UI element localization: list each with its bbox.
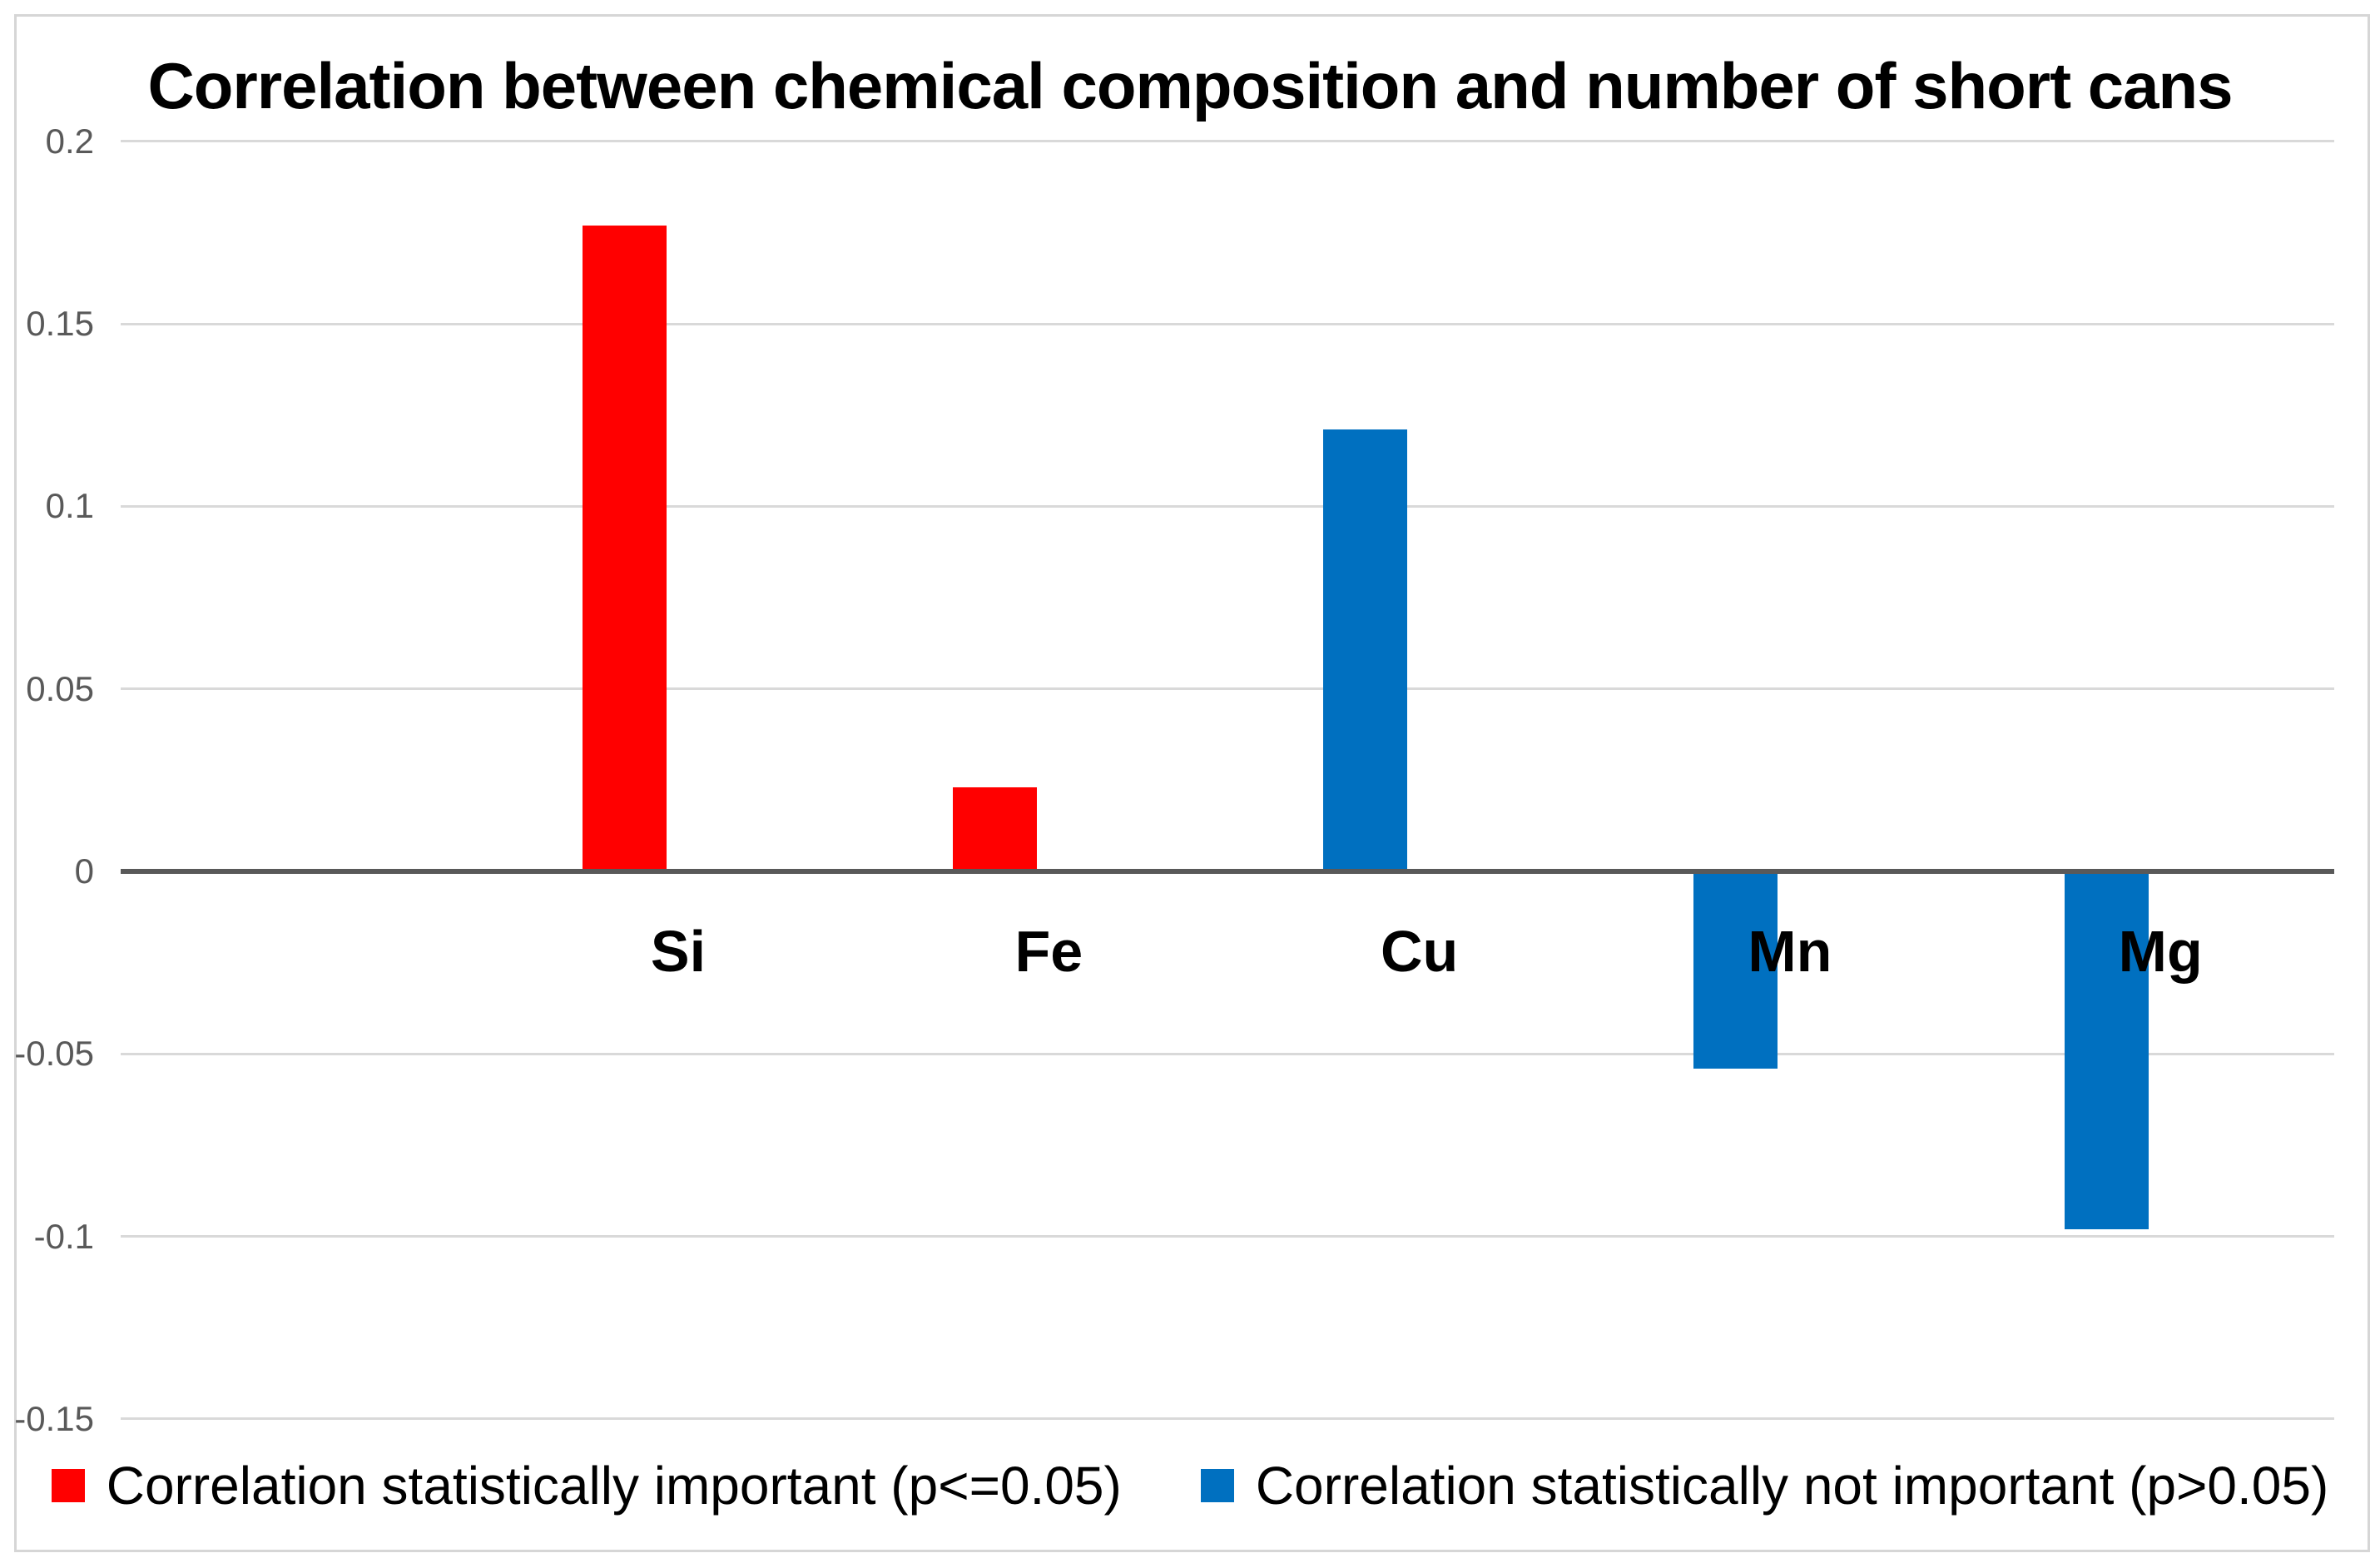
gridline	[121, 1052, 2334, 1055]
legend-label: Correlation statistically important (p<=…	[106, 1456, 1122, 1516]
y-tick-label: 0.1	[45, 486, 94, 526]
bar-mg	[2064, 871, 2149, 1229]
legend-swatch-icon	[51, 1469, 85, 1502]
chart-border	[14, 14, 2370, 1552]
legend-label: Correlation statistically not important …	[1255, 1456, 2329, 1516]
category-label-si: Si	[650, 919, 707, 984]
y-tick-label: 0.15	[26, 304, 94, 344]
y-tick-label: -0.05	[14, 1034, 94, 1074]
y-tick-label: -0.15	[14, 1398, 94, 1438]
y-tick-label: 0.2	[45, 121, 94, 161]
x-axis-zero-line	[121, 869, 2334, 874]
chart-title: Correlation between chemical composition…	[147, 49, 2233, 122]
gridline	[121, 322, 2334, 325]
category-label-cu: Cu	[1380, 919, 1459, 984]
gridline	[121, 140, 2334, 143]
legend-item: Correlation statistically important (p<=…	[51, 1455, 1122, 1516]
gridline	[121, 1235, 2334, 1238]
legend-item: Correlation statistically not important …	[1200, 1455, 2329, 1516]
bar-mn	[1693, 871, 1778, 1069]
gridline	[121, 687, 2334, 691]
y-tick-label: -0.1	[33, 1216, 94, 1256]
category-label-fe: Fe	[1014, 919, 1083, 984]
category-label-mg: Mg	[2118, 919, 2203, 984]
gridline	[121, 1417, 2334, 1421]
gridline	[121, 504, 2334, 508]
category-label-mn: Mn	[1748, 919, 1832, 984]
bar-si	[582, 225, 667, 871]
legend-swatch-icon	[1200, 1469, 1234, 1502]
bar-fe	[952, 787, 1037, 871]
y-tick-label: 0	[74, 851, 94, 891]
legend: Correlation statistically important (p<=…	[14, 1455, 2366, 1516]
bar-cu	[1323, 429, 1408, 871]
y-tick-label: 0.05	[26, 668, 94, 708]
